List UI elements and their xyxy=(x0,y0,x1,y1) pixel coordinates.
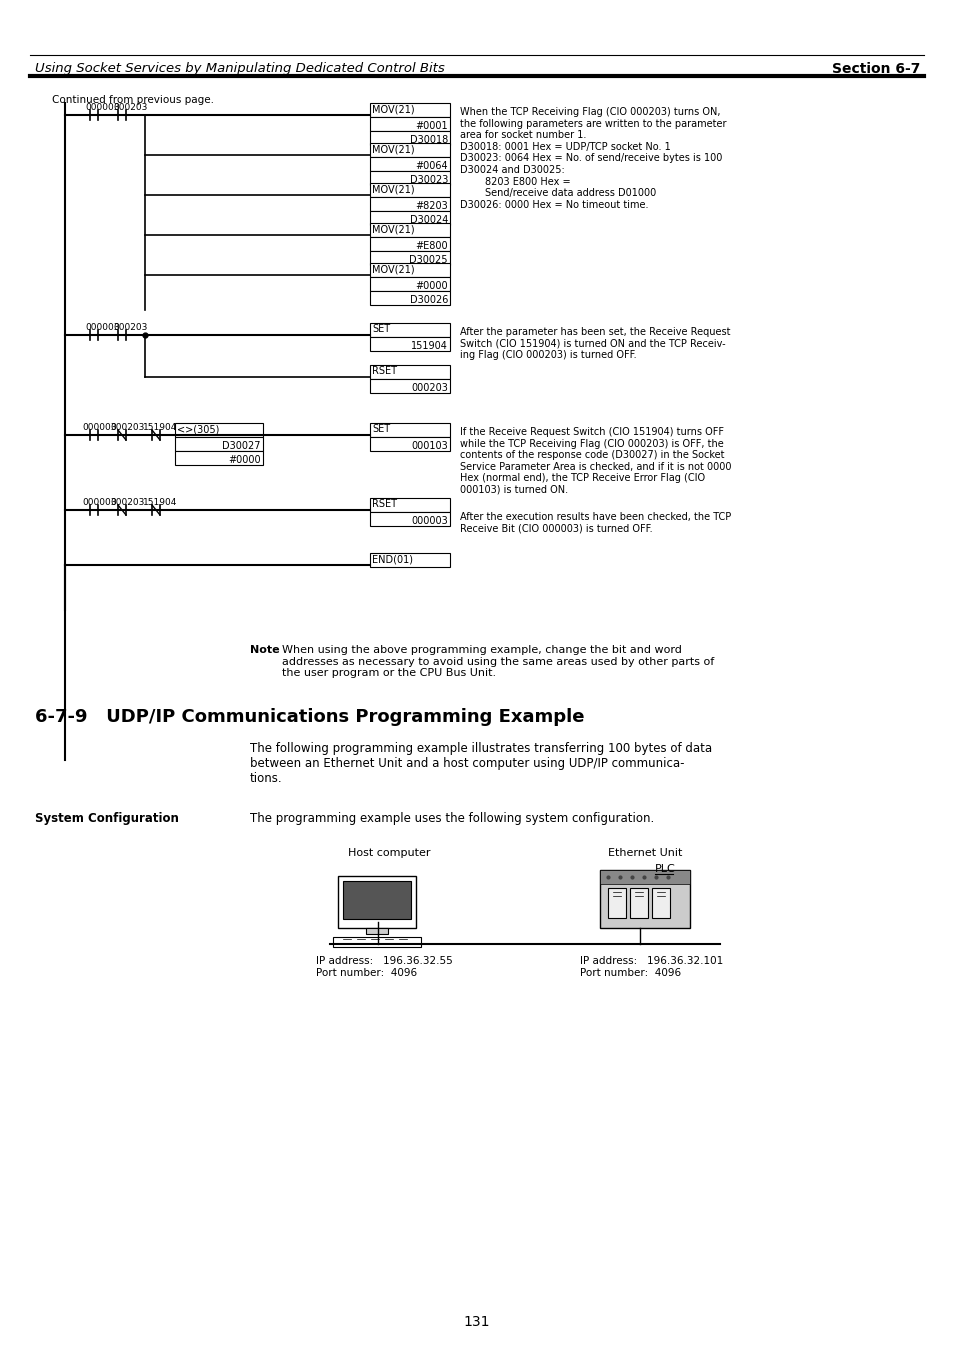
Bar xyxy=(370,143,450,157)
Text: 000203: 000203 xyxy=(110,499,144,507)
Text: 000203: 000203 xyxy=(110,423,144,432)
Text: MOV(21): MOV(21) xyxy=(372,184,415,195)
Text: IP address:   196.36.32.55
Port number:  4096: IP address: 196.36.32.55 Port number: 40… xyxy=(315,957,453,978)
Text: #0000: #0000 xyxy=(415,281,448,290)
Bar xyxy=(174,451,263,465)
Text: 000203: 000203 xyxy=(112,103,147,112)
Bar xyxy=(599,870,689,928)
Text: D30027: D30027 xyxy=(222,440,261,451)
Bar xyxy=(370,197,450,211)
Text: 000003: 000003 xyxy=(411,516,448,526)
Text: IP address:   196.36.32.101
Port number:  4096: IP address: 196.36.32.101 Port number: 4… xyxy=(579,957,722,978)
Text: RSET: RSET xyxy=(372,499,396,509)
Text: Continued from previous page.: Continued from previous page. xyxy=(52,95,213,105)
Text: When using the above programming example, change the bit and word
addresses as n: When using the above programming example… xyxy=(282,644,714,678)
Text: 000003: 000003 xyxy=(82,499,116,507)
Bar xyxy=(370,251,450,265)
Text: D30018: D30018 xyxy=(410,135,448,145)
Text: 000003: 000003 xyxy=(85,103,119,112)
Bar xyxy=(370,211,450,226)
Text: 000103: 000103 xyxy=(411,440,448,451)
Text: Section 6-7: Section 6-7 xyxy=(831,62,919,76)
Text: System Configuration: System Configuration xyxy=(35,812,179,825)
Bar xyxy=(370,182,450,197)
Bar xyxy=(370,436,450,451)
Text: 151904: 151904 xyxy=(143,499,177,507)
Bar xyxy=(370,423,450,436)
Text: MOV(21): MOV(21) xyxy=(372,263,415,274)
Bar xyxy=(370,553,450,567)
Text: 000003: 000003 xyxy=(85,323,119,332)
Bar xyxy=(343,881,411,919)
Bar xyxy=(370,263,450,277)
Text: 131: 131 xyxy=(463,1315,490,1329)
Bar xyxy=(370,499,450,512)
Bar xyxy=(370,236,450,251)
Text: Note: Note xyxy=(250,644,279,655)
Bar xyxy=(370,365,450,380)
Bar xyxy=(366,928,388,934)
Text: 000003: 000003 xyxy=(82,423,116,432)
Bar xyxy=(370,290,450,305)
Text: D30026: D30026 xyxy=(409,295,448,305)
Bar xyxy=(370,277,450,290)
Bar xyxy=(370,172,450,185)
Text: MOV(21): MOV(21) xyxy=(372,224,415,234)
Bar xyxy=(337,875,416,928)
Bar xyxy=(174,436,263,451)
Text: The following programming example illustrates transferring 100 bytes of data
bet: The following programming example illust… xyxy=(250,742,711,785)
Text: #0001: #0001 xyxy=(415,122,448,131)
Text: Ethernet Unit: Ethernet Unit xyxy=(607,848,681,858)
Bar xyxy=(607,888,625,917)
Text: END(01): END(01) xyxy=(372,554,413,563)
Text: The programming example uses the following system configuration.: The programming example uses the followi… xyxy=(250,812,654,825)
Text: #E800: #E800 xyxy=(415,240,448,251)
Bar xyxy=(370,157,450,172)
Bar xyxy=(333,938,420,947)
Text: Host computer: Host computer xyxy=(348,848,430,858)
Bar xyxy=(370,223,450,236)
Bar xyxy=(651,888,669,917)
Text: <>(305): <>(305) xyxy=(177,424,219,434)
Bar xyxy=(370,103,450,118)
Bar xyxy=(174,423,263,436)
Text: Using Socket Services by Manipulating Dedicated Control Bits: Using Socket Services by Manipulating De… xyxy=(35,62,444,76)
Text: #0000: #0000 xyxy=(228,455,261,465)
Text: 6-7-9   UDP/IP Communications Programming Example: 6-7-9 UDP/IP Communications Programming … xyxy=(35,708,584,725)
Text: PLC: PLC xyxy=(655,865,675,874)
Text: MOV(21): MOV(21) xyxy=(372,104,415,113)
Bar xyxy=(370,512,450,526)
Text: #8203: #8203 xyxy=(415,201,448,211)
Text: SET: SET xyxy=(372,324,390,334)
Text: 000203: 000203 xyxy=(411,382,448,393)
Text: RSET: RSET xyxy=(372,366,396,376)
Text: After the execution results have been checked, the TCP
Receive Bit (CIO 000003) : After the execution results have been ch… xyxy=(459,512,731,534)
Bar xyxy=(370,323,450,336)
Text: #0064: #0064 xyxy=(415,161,448,172)
Text: D30025: D30025 xyxy=(409,255,448,265)
Bar xyxy=(370,336,450,351)
Bar xyxy=(370,380,450,393)
Text: After the parameter has been set, the Receive Request
Switch (CIO 151904) is tur: After the parameter has been set, the Re… xyxy=(459,327,730,361)
Text: MOV(21): MOV(21) xyxy=(372,145,415,154)
Text: When the TCP Receiving Flag (CIO 000203) turns ON,
the following parameters are : When the TCP Receiving Flag (CIO 000203)… xyxy=(459,107,726,209)
Bar xyxy=(599,870,689,884)
Text: SET: SET xyxy=(372,424,390,434)
Text: D30024: D30024 xyxy=(409,215,448,226)
Bar xyxy=(370,118,450,131)
Text: 000203: 000203 xyxy=(112,323,147,332)
Bar xyxy=(370,131,450,145)
Text: 151904: 151904 xyxy=(143,423,177,432)
Bar xyxy=(629,888,647,917)
Text: 151904: 151904 xyxy=(411,340,448,351)
Text: If the Receive Request Switch (CIO 151904) turns OFF
while the TCP Receiving Fla: If the Receive Request Switch (CIO 15190… xyxy=(459,427,731,494)
Text: D30023: D30023 xyxy=(409,176,448,185)
